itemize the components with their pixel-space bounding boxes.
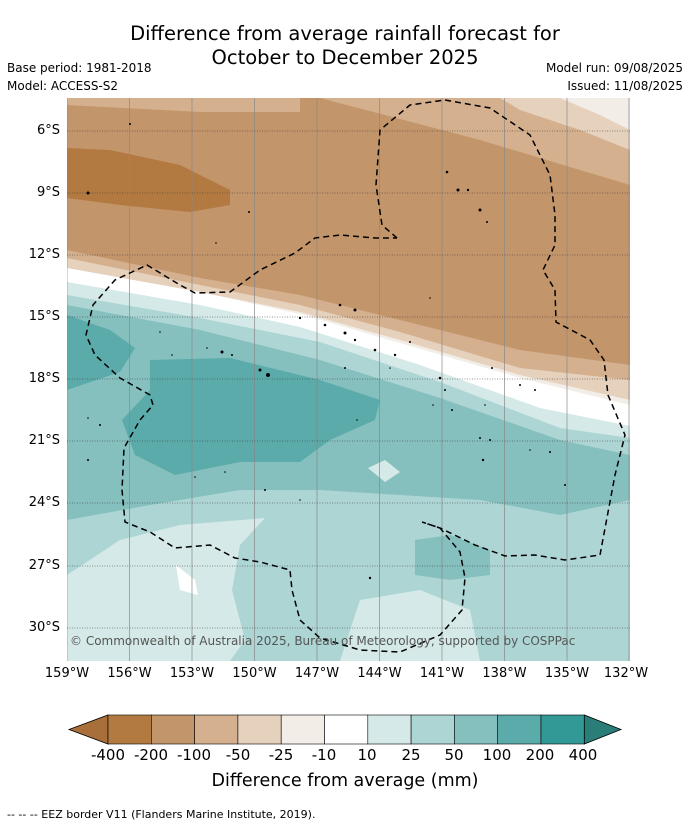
band-10-25-south (67, 518, 265, 661)
band-200-100-dry (67, 98, 630, 365)
cb-label-4: -25 (268, 746, 294, 764)
colorbar-title: Difference from average (mm) (211, 771, 479, 791)
lat-label-15s: 15°S (28, 309, 60, 324)
lat-label-24s: 24°S (28, 495, 60, 510)
band-25-50 (67, 295, 630, 455)
lat-label-21s: 21°S (28, 433, 60, 448)
cb-swatch-5 (280, 714, 325, 745)
top-light-band (67, 98, 300, 112)
cb-label-7: 25 (401, 746, 421, 764)
lon-label-138w: 138°W (482, 666, 527, 681)
lon-label-141w: 141°W (419, 666, 465, 681)
cb-label-5: -10 (311, 746, 337, 764)
lon-label-150w: 150°W (232, 666, 277, 681)
meta-left: Base period: 1981-2018 Model: ACCESS-S2 (7, 59, 152, 95)
band-100-200-core (67, 315, 135, 390)
cb-label-1: -200 (133, 746, 169, 764)
eez-border-main (85, 99, 626, 653)
lat-label-18s: 18°S (28, 371, 60, 386)
cb-extend-low (67, 714, 109, 745)
islands (86, 123, 566, 580)
lon-label-147w: 147°W (294, 666, 340, 681)
cb-label-0: -400 (90, 746, 126, 764)
meta-right: Model run: 09/08/2025 Issued: 11/08/2025 (546, 59, 683, 95)
band-100-200-core-main (122, 358, 380, 475)
base-period: Base period: 1981-2018 (7, 61, 152, 75)
lon-label-159w: 159°W (44, 666, 90, 681)
lat-label-6s: 6°S (36, 123, 60, 138)
cb-label-6: 10 (357, 746, 377, 764)
copyright-text: © Commonwealth of Australia 2025, Bureau… (70, 634, 576, 648)
cb-swatch-6 (324, 714, 369, 745)
cb-swatch-4 (237, 714, 282, 745)
band-400-200-dry (67, 148, 230, 212)
lat-label-12s: 12°S (28, 247, 60, 262)
lon-label-135w: 135°W (544, 666, 590, 681)
lon-label-132w: 132°W (603, 666, 649, 681)
issued-date: Issued: 11/08/2025 (567, 79, 683, 93)
lon-label-156w: 156°W (107, 666, 152, 681)
lat-label-27s: 27°S (28, 558, 60, 573)
cb-extend-high (583, 714, 623, 745)
cb-label-8: 50 (444, 746, 464, 764)
lat-label-9s: 9°S (36, 185, 60, 200)
model-name: Model: ACCESS-S2 (7, 79, 119, 93)
cb-swatch-7 (367, 714, 412, 745)
eez-legend: -- -- -- EEZ border V11 (Flanders Marine… (7, 808, 316, 821)
cb-label-10: 200 (525, 746, 555, 764)
cb-swatch-8 (410, 714, 455, 745)
cb-swatch-9 (454, 714, 498, 745)
model-run: Model run: 09/08/2025 (545, 61, 683, 75)
cb-swatch-2 (151, 714, 195, 745)
cb-swatch-3 (194, 714, 239, 745)
cb-label-9: 100 (482, 746, 512, 764)
cb-label-2: -100 (176, 746, 212, 764)
white-patch-south (176, 565, 198, 595)
map-title: Difference from average rainfall forecas… (0, 22, 690, 70)
cb-label-11: 400 (568, 746, 598, 764)
band-50-100-south-patch (415, 535, 490, 580)
cb-swatch-10 (497, 714, 542, 745)
title-line-2: October to December 2025 (211, 46, 479, 69)
lon-label-144w: 144°W (357, 666, 402, 681)
top-lightest-band (560, 98, 630, 130)
band-10-25-southeast (340, 590, 480, 661)
cb-swatch-1 (107, 714, 152, 745)
small-light-patch (368, 460, 400, 482)
lon-gridlines (67, 98, 630, 661)
title-line-1: Difference from average rainfall forecas… (130, 22, 560, 45)
rainfall-map (67, 98, 630, 661)
lon-label-153w: 153°W (169, 666, 215, 681)
lat-label-30s: 30°S (28, 620, 60, 635)
cb-label-3: -50 (225, 746, 251, 764)
cb-swatch-11 (540, 714, 585, 745)
